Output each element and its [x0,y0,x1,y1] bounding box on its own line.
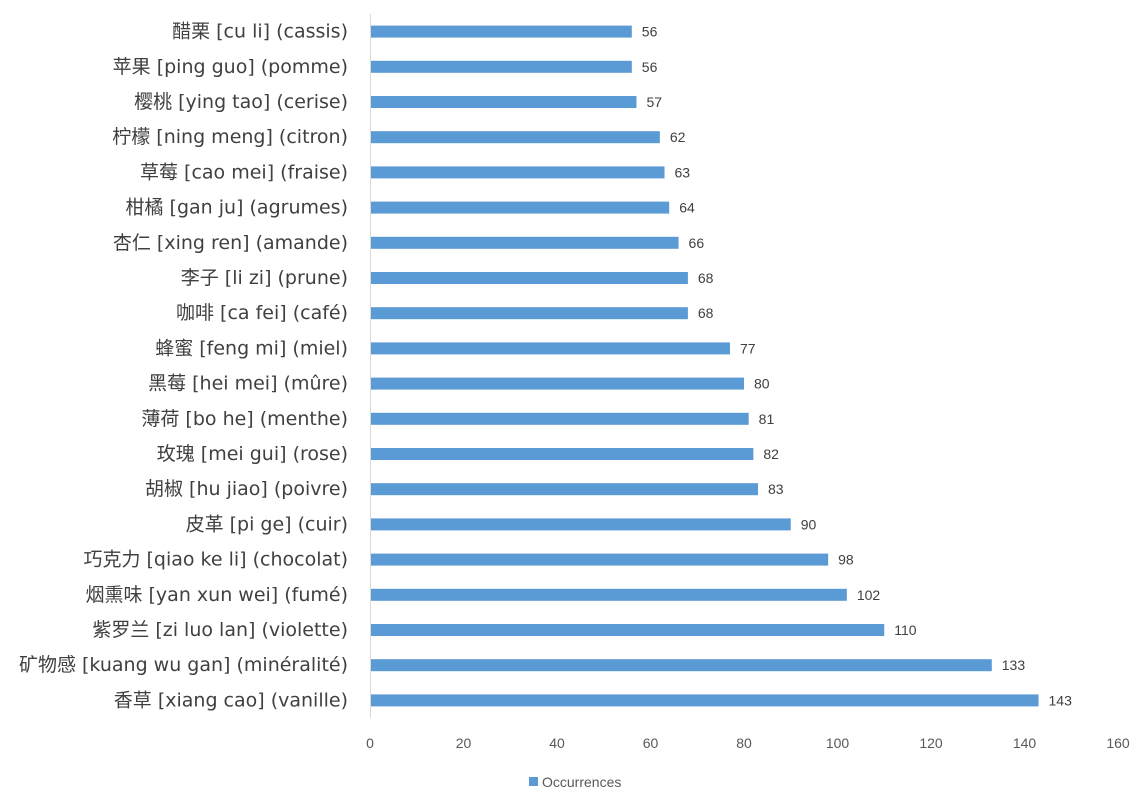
category-label: 烟熏味 [yan xun wei] (fumé) [85,584,348,606]
data-label: 133 [1002,657,1026,673]
x-tick-label: 160 [1106,735,1130,751]
category-label: 黑莓 [hei mei] (mûre) [148,373,348,395]
bar [370,624,885,636]
bar [370,96,637,108]
data-label: 68 [698,270,714,286]
bar [370,166,665,179]
data-label: 82 [763,446,779,462]
bar [370,694,1039,707]
category-label: 胡椒 [hu jiao] (poivre) [145,478,348,500]
category-label: 樱桃 [ying tao] (cerise) [134,91,348,113]
bars-group [370,25,1039,707]
legend-swatch [529,777,538,786]
x-tick-label: 80 [736,735,752,751]
x-tick-label: 0 [366,735,374,751]
category-label: 紫罗兰 [zi luo lan] (violette) [92,619,348,641]
bar [370,201,670,214]
category-label: 醋栗 [cu li] (cassis) [172,21,348,43]
x-tick-label: 120 [919,735,943,751]
bar [370,131,660,144]
x-tick-label: 40 [549,735,565,751]
category-label: 李子 [li zi] (prune) [181,267,348,289]
bar [370,588,847,601]
data-label: 83 [768,481,784,497]
data-label: 57 [646,94,662,110]
data-label: 68 [698,305,714,321]
data-label: 77 [740,340,756,356]
x-tick-label: 100 [826,735,850,751]
category-label: 皮革 [pi ge] (cuir) [186,513,348,535]
data-label: 81 [759,411,775,427]
category-label: 柑橘 [gan ju] (agrumes) [126,197,349,219]
category-label: 杏仁 [xing ren] (amande) [113,232,348,254]
x-tick-label: 60 [643,735,659,751]
category-labels-group: 醋栗 [cu li] (cassis) 苹果 [ping guo] (pomme)… [19,21,348,712]
data-label: 56 [642,59,658,75]
category-label: 玫瑰 [mei gui] (rose) [157,443,348,465]
legend-label: Occurrences [542,774,621,788]
category-label: 巧克力 [qiao ke li] (chocolat) [83,549,348,571]
data-label: 102 [857,587,881,603]
data-label: 90 [801,516,817,532]
x-axis-tick-labels-group: 0 20 40 60 80 100 120 140 160 [366,735,1130,751]
bar [370,60,632,73]
category-label: 苹果 [ping guo] (pomme) [113,56,348,78]
x-tick-label: 20 [456,735,472,751]
bar [370,483,759,496]
data-label: 80 [754,376,770,392]
category-label: 草莓 [cao mei] (fraise) [140,161,348,183]
data-label: 63 [675,164,691,180]
bar [370,659,992,672]
bar [370,272,688,284]
category-label: 柠檬 [ning meng] (citron) [112,126,348,148]
category-label: 薄荷 [bo he] (menthe) [141,408,348,430]
data-label: 110 [894,622,917,638]
bar [370,518,791,531]
data-label: 98 [838,552,854,568]
category-label: 矿物感 [kuang wu gan] (minéralité) [19,654,348,676]
bar [370,236,679,249]
x-tick-label: 140 [1013,735,1037,751]
data-label: 64 [679,200,695,216]
bar [370,25,632,38]
data-label: 56 [642,24,658,40]
bar [370,307,688,320]
bar [370,553,829,566]
bar [370,342,730,355]
bar [370,412,749,425]
data-label: 62 [670,129,686,145]
data-label: 143 [1049,692,1073,708]
legend: Occurrences [529,774,621,788]
value-labels-group: 56 56 57 62 63 64 66 68 68 77 80 81 82 83 90 98 102 110 13… [642,24,1072,709]
category-label: 蜂蜜 [feng mi] (miel) [155,337,348,359]
bar [370,448,754,460]
category-label: 咖啡 [ca fei] (café) [176,302,348,324]
category-label: 香草 [xiang cao] (vanille) [114,689,348,711]
bar [370,377,744,390]
data-label: 66 [689,235,705,251]
